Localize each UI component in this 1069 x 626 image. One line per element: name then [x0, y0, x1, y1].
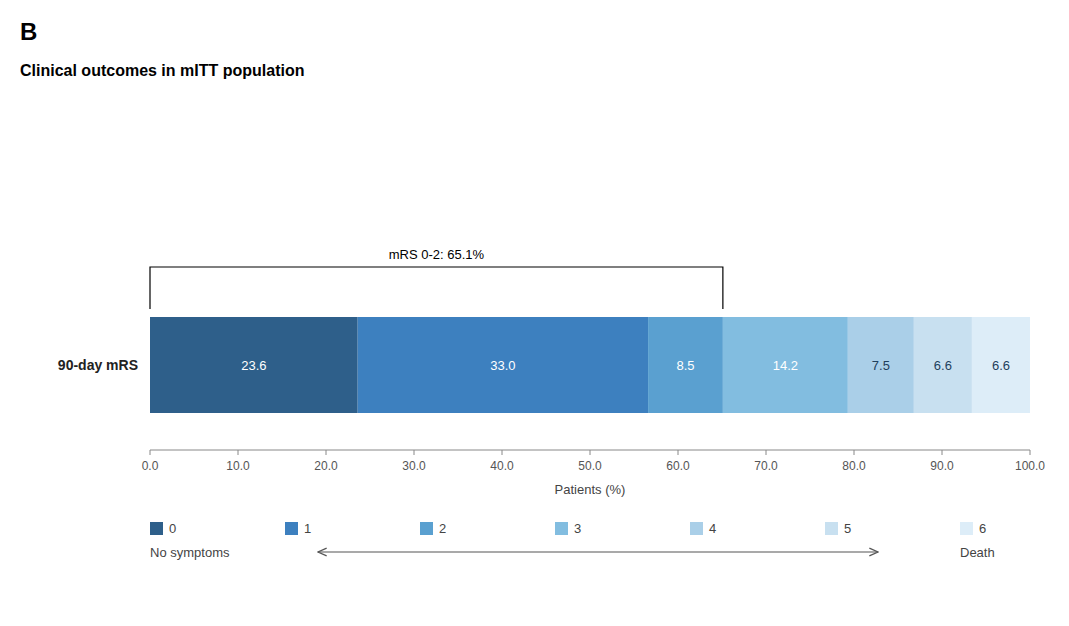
legend-swatch: [420, 522, 433, 535]
legend-swatch: [690, 522, 703, 535]
x-tick-label: 100.0: [1015, 459, 1045, 473]
x-tick: [150, 450, 151, 455]
bar-segment: [972, 317, 1030, 413]
legend-swatch: [825, 522, 838, 535]
data-labels: 23.6 33.0 8.5 14.2 7.5 6.6 6.6: [241, 358, 1010, 373]
x-tick-label: 10.0: [226, 459, 250, 473]
data-label: 7.5: [872, 358, 890, 373]
data-label: 23.6: [241, 358, 266, 373]
bracket: [150, 267, 723, 309]
title: Clinical outcomes in mITT population: [20, 62, 304, 79]
legend-swatch: [555, 522, 568, 535]
legend-arrow: [318, 551, 878, 552]
bar-segment: [150, 317, 358, 413]
x-tick-label: 70.0: [754, 459, 778, 473]
legend-label: 6: [979, 521, 986, 536]
x-tick-label: 30.0: [402, 459, 426, 473]
x-tick-label: 80.0: [842, 459, 866, 473]
legend-note: No symptoms: [150, 545, 230, 560]
x-tick: [942, 450, 943, 455]
data-label: 14.2: [773, 358, 798, 373]
x-tick: [678, 450, 679, 455]
legend-swatch: [150, 522, 163, 535]
legend-label: 5: [844, 521, 851, 536]
legend-swatch: [960, 522, 973, 535]
data-label: 8.5: [676, 358, 694, 373]
x-tick: [414, 450, 415, 455]
legend: 0 1 2 3 4 5 6 No symptoms Death: [150, 521, 995, 560]
x-tick: [238, 450, 239, 455]
bar-segment: [358, 317, 648, 413]
legend-label: 4: [709, 521, 716, 536]
legend-label: 3: [574, 521, 581, 536]
legend-label: 1: [304, 521, 311, 536]
x-tick: [502, 450, 503, 455]
x-tick-label: 60.0: [666, 459, 690, 473]
legend-note: Death: [960, 545, 995, 560]
legend-label: 2: [439, 521, 446, 536]
x-tick-label: 40.0: [490, 459, 514, 473]
bars: [150, 317, 1030, 413]
chart: B Clinical outcomes in mITT population 23.…: [0, 0, 1069, 626]
panel-label: B: [20, 18, 37, 45]
data-label: 33.0: [490, 358, 515, 373]
bar-segment: [848, 317, 914, 413]
x-tick-label: 50.0: [578, 459, 602, 473]
category-label: 90-day mRS: [58, 357, 138, 373]
data-label: 6.6: [934, 358, 952, 373]
legend-swatch: [285, 522, 298, 535]
x-tick: [1030, 450, 1031, 455]
x-tick: [766, 450, 767, 455]
legend-label: 0: [169, 521, 176, 536]
x-tick-label: 0.0: [142, 459, 159, 473]
annotation: mRS 0-2: 65.1%: [389, 247, 485, 262]
x-tick: [590, 450, 591, 455]
x-tick-label: 90.0: [930, 459, 954, 473]
x-tick-label: 20.0: [314, 459, 338, 473]
bar-segment: [723, 317, 848, 413]
x-axis-label: Patients (%): [555, 482, 626, 497]
data-label: 6.6: [992, 358, 1010, 373]
x-tick: [854, 450, 855, 455]
bar-segment: [914, 317, 972, 413]
x-tick: [326, 450, 327, 455]
bar-segment: [648, 317, 723, 413]
